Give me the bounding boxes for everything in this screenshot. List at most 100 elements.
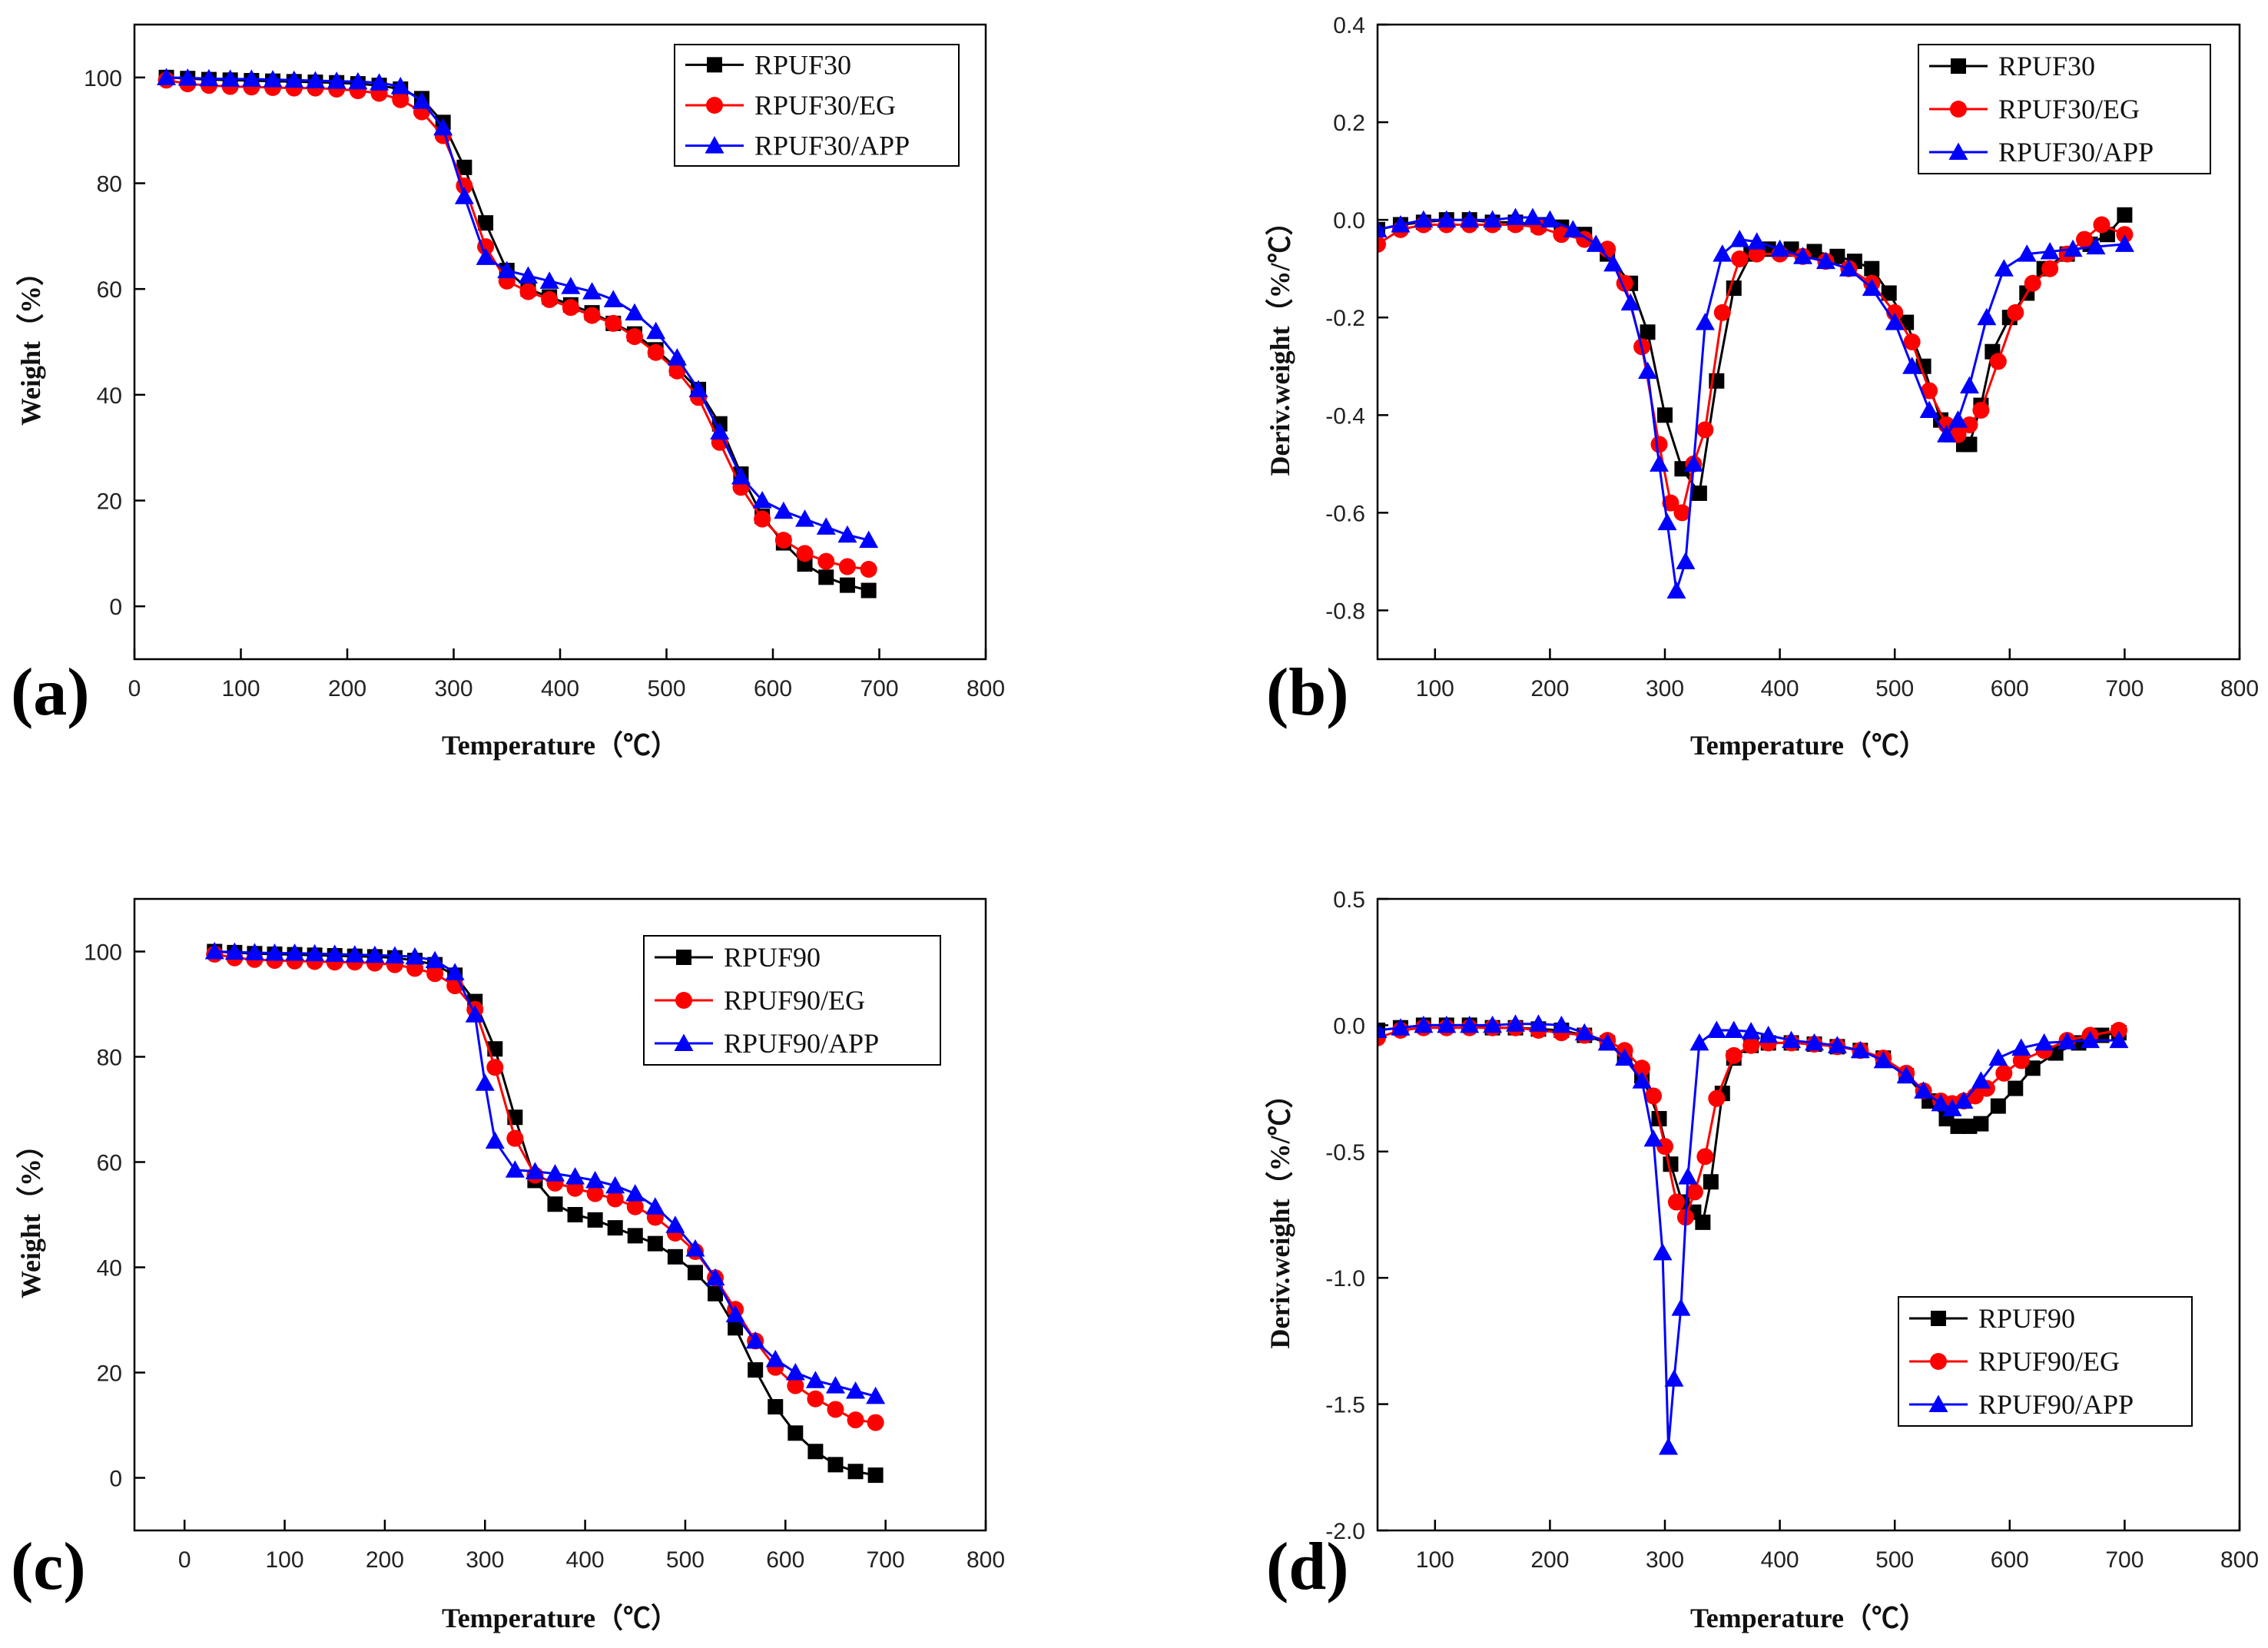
data-point-RPUF90/APP [565, 1167, 585, 1185]
data-point-RPUF30/APP [370, 73, 390, 91]
x-tick-label: 800 [967, 1547, 1005, 1573]
data-point-RPUF90/EG [1725, 1046, 1742, 1064]
data-point-RPUF30/EG [647, 343, 665, 361]
legend-entry-RPUF90/APP: RPUF90/APP [1978, 1389, 2134, 1420]
data-point-RPUF30/APP [667, 348, 687, 366]
data-point-RPUF30/EG [838, 558, 856, 575]
data-point-RPUF90/APP [224, 942, 244, 960]
data-point-RPUF30/APP [1378, 220, 1388, 237]
data-point-RPUF90/APP [846, 1381, 866, 1399]
data-point-RPUF30/APP [2017, 244, 2037, 262]
data-point-RPUF30/APP [1586, 234, 1606, 252]
legend-marker-RPUF90/EG [1930, 1353, 1947, 1370]
x-tick-label: 300 [466, 1547, 504, 1573]
y-tick-label: -0.8 [1325, 599, 1365, 624]
data-point-RPUF90/APP [1759, 1026, 1779, 1043]
data-point-RPUF90 [827, 1457, 844, 1473]
data-point-RPUF30/EG [541, 290, 559, 308]
data-point-RPUF90/APP [1632, 1071, 1652, 1089]
data-point-RPUF90/EG [606, 1190, 624, 1208]
x-tick-label: 700 [867, 1547, 905, 1573]
data-point-RPUF90/APP [1528, 1014, 1548, 1032]
data-point-RPUF90/APP [1896, 1066, 1916, 1084]
data-point-RPUF30 [1961, 436, 1978, 453]
data-point-RPUF90/APP [785, 1363, 805, 1381]
legend-marker-RPUF30/APP [1948, 142, 1968, 160]
data-point-RPUF90/APP [1643, 1129, 1663, 1147]
data-point-RPUF30/EG [1961, 416, 1978, 434]
data-point-RPUF90/APP [1724, 1020, 1744, 1038]
data-point-RPUF30/APP [327, 71, 346, 89]
plot-frame [1376, 23, 2241, 661]
data-point-RPUF90 [728, 1320, 744, 1336]
y-tick-label: 0.2 [1333, 111, 1365, 136]
data-point-RPUF30 [456, 159, 472, 175]
legend-marker-RPUF30 [707, 57, 722, 73]
data-point-RPUF30/EG [668, 362, 686, 380]
data-point-RPUF90/APP [1597, 1033, 1617, 1051]
data-point-RPUF90/APP [345, 945, 365, 963]
y-tick-label: -0.5 [1325, 1140, 1365, 1166]
y-tick-label: 0.0 [1333, 208, 1365, 234]
data-point-RPUF90/EG [847, 1411, 864, 1429]
y-tick-label: 60 [97, 1151, 122, 1176]
data-point-RPUF30 [1864, 260, 1880, 277]
panel-label: (a) [11, 655, 90, 730]
data-point-RPUF30/APP [837, 525, 857, 543]
x-tick-label: 300 [1646, 676, 1684, 701]
x-tick-label: 400 [1761, 676, 1799, 701]
data-point-RPUF30/APP [774, 501, 794, 519]
y-tick-label: -2.0 [1325, 1519, 1365, 1544]
legend-marker-RPUF90 [676, 950, 691, 965]
data-point-RPUF30/APP [1620, 293, 1640, 311]
series-RPUF90/APP [1378, 1014, 2129, 1455]
x-axis-title: Temperature（℃） [442, 1603, 678, 1633]
data-point-RPUF30/APP [1603, 254, 1623, 272]
data-point-RPUF90 [2024, 1060, 2041, 1076]
data-point-RPUF90/APP [1664, 1369, 1684, 1387]
data-point-RPUF90/APP [1574, 1023, 1594, 1041]
legend-marker-RPUF90/EG [675, 992, 692, 1009]
x-tick-label: 800 [2220, 1547, 2259, 1573]
data-point-RPUF90 [768, 1399, 784, 1415]
legend: RPUF30 RPUF30/EG RPUF30/APP [1918, 44, 2211, 174]
chart-panel-d: 100 200 300 400 500 600 700 800 -2.0 -1.5 -1.0 -0.5… [1265, 887, 2259, 1633]
x-tick-label: 600 [1991, 1547, 2029, 1573]
data-point-RPUF30/EG [1378, 235, 1386, 253]
x-tick-label: 0 [178, 1547, 191, 1573]
data-point-RPUF90/APP [1850, 1040, 1870, 1059]
data-point-RPUF90 [708, 1285, 724, 1301]
legend-marker-RPUF30 [1951, 58, 1966, 74]
data-point-RPUF90/APP [1804, 1033, 1824, 1051]
data-point-RPUF30/APP [582, 282, 602, 300]
x-tick-label: 300 [434, 676, 472, 701]
data-point-RPUF30/APP [603, 290, 623, 307]
data-point-RPUF90/EG [626, 1198, 644, 1215]
data-point-RPUF30/EG [774, 532, 792, 549]
data-point-RPUF30/EG [1662, 494, 1679, 512]
data-point-RPUF90/APP [705, 1268, 725, 1286]
data-point-RPUF90/EG [1656, 1138, 1673, 1156]
data-point-RPUF30/APP [1937, 425, 1957, 443]
plot-frame [133, 897, 987, 1532]
data-point-RPUF30/APP [1902, 356, 1922, 374]
data-point-RPUF30/EG [1989, 353, 2007, 370]
data-point-RPUF90/APP [1988, 1048, 2008, 1066]
data-point-RPUF90/APP [545, 1164, 565, 1182]
data-point-RPUF30/APP [859, 530, 879, 549]
series-line-RPUF90 [214, 950, 876, 1477]
data-point-RPUF90 [547, 1196, 563, 1212]
data-point-RPUF90/EG [2012, 1052, 2030, 1069]
data-point-RPUF90/APP [1658, 1437, 1678, 1455]
series-line-RPUF90/EG [214, 953, 876, 1424]
data-point-RPUF30/APP [688, 380, 708, 397]
data-point-RPUF90/APP [1942, 1099, 1962, 1116]
data-point-RPUF90/APP [1706, 1020, 1726, 1038]
data-point-RPUF30/APP [263, 70, 283, 88]
data-point-RPUF30/APP [1885, 313, 1905, 330]
legend-entry-RPUF30/APP: RPUF30/APP [1998, 137, 2154, 167]
data-point-RPUF30/APP [2114, 234, 2134, 252]
series-RPUF90/APP [204, 942, 886, 1404]
y-tick-label: 80 [97, 172, 122, 197]
y-tick-label: -1.5 [1325, 1393, 1365, 1418]
